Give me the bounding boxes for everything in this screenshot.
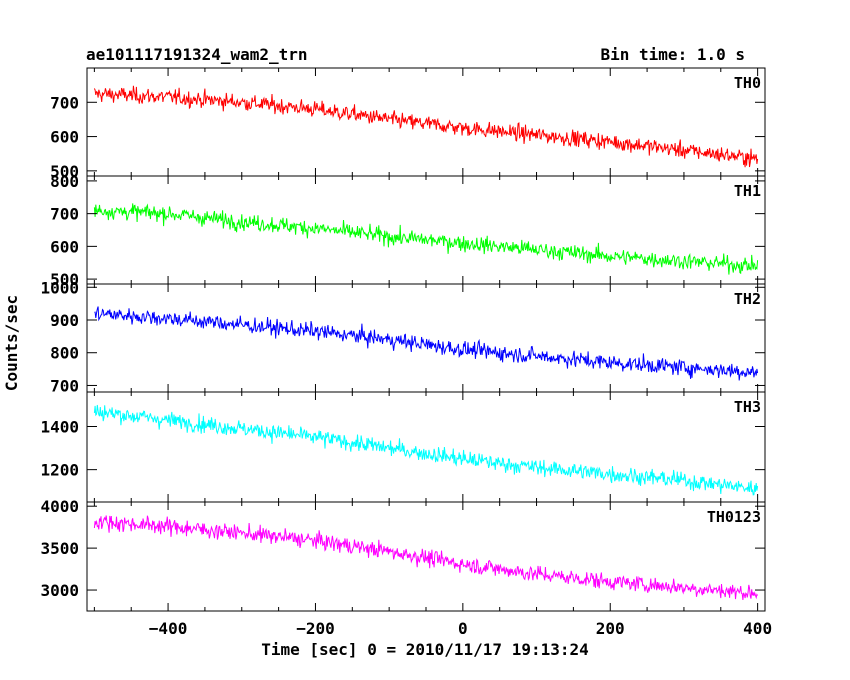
y-tick-label: 1200: [40, 461, 79, 480]
chart-title: ae101117191324_wam2_trn: [86, 45, 308, 64]
panel-frame: [86, 175, 766, 285]
panel-frame: [86, 283, 766, 393]
y-tick-label: 800: [50, 172, 79, 191]
y-tick-label: 600: [50, 237, 79, 256]
y-tick-label: 900: [50, 311, 79, 330]
panel-frame: [86, 67, 766, 177]
y-tick-label: 3000: [40, 581, 79, 600]
series-line-th2: [94, 306, 759, 381]
x-axis-label: Time [sec] 0 = 2010/11/17 19:13:24: [261, 640, 589, 659]
y-tick-label: 700: [50, 205, 79, 224]
bin-time-label: Bin time: 1.0 s: [601, 45, 746, 64]
x-tick-label: 0: [458, 619, 468, 638]
panel-label-th0: TH0: [734, 74, 761, 92]
panels-group: 500 600 700 TH0 500 600 700 800 TH1 700 800 900 1000…: [40, 67, 772, 638]
y-tick-label: 800: [50, 344, 79, 363]
x-tick-label: 400: [743, 619, 772, 638]
y-tick-label: 4000: [40, 497, 79, 516]
series-line-th3: [93, 404, 759, 496]
x-tick-label: −200: [296, 619, 335, 638]
panel-label-th1: TH1: [734, 182, 761, 200]
panel-label-th2: TH2: [734, 290, 761, 308]
panel-label-th0123: TH0123: [707, 508, 761, 526]
x-tick-label: 200: [596, 619, 625, 638]
y-tick-label: 500: [50, 162, 79, 181]
y-tick-label: 1000: [40, 278, 79, 297]
panel-label-th3: TH3: [734, 398, 761, 416]
y-tick-label: 700: [50, 93, 79, 112]
series-line-th1: [93, 203, 759, 275]
y-axis-label: Counts/sec: [2, 295, 21, 391]
series-line-th0123: [93, 515, 759, 600]
series-line-th0: [93, 85, 759, 168]
y-tick-label: 700: [50, 376, 79, 395]
y-tick-label: 3500: [40, 539, 79, 558]
panel-frame: [86, 391, 766, 503]
x-tick-label: −400: [149, 619, 188, 638]
y-tick-label: 500: [50, 270, 79, 289]
y-tick-label: 600: [50, 128, 79, 147]
y-tick-label: 1400: [40, 418, 79, 437]
